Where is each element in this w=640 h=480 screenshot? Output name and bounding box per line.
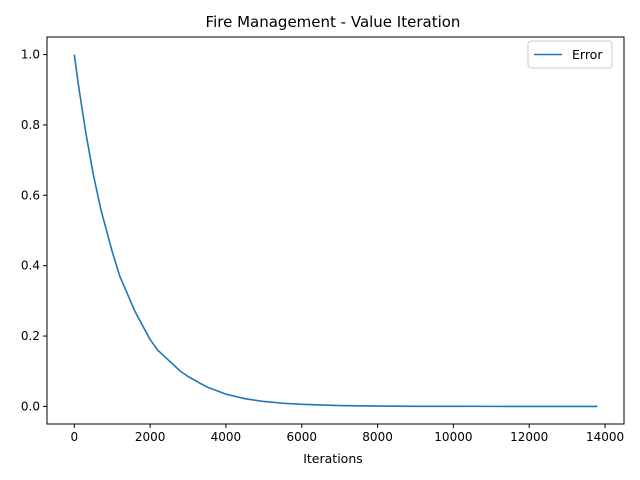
plot-area: 0 2000 4000 6000 8000 10000 12000 14000 0.0 0.2 0.… [21, 36, 625, 444]
y-tick-label: 0.4 [21, 259, 40, 273]
y-tick-label: 0.0 [21, 399, 40, 413]
x-axis-label: Iterations [303, 451, 363, 466]
x-tick-label: 10000 [434, 430, 472, 444]
x-tick-label: 6000 [286, 430, 317, 444]
y-tick-label: 1.0 [21, 48, 40, 62]
series-line-1 [73, 54, 598, 408]
x-tick-label: 12000 [510, 430, 548, 444]
x-tick-label: 4000 [211, 430, 242, 444]
y-tick-label: 0.8 [21, 118, 40, 132]
chart-title: Fire Management - Value Iteration [206, 13, 461, 31]
legend-box [527, 40, 613, 69]
y-tick-label: 0.2 [21, 329, 40, 343]
x-tick-label: 0 [70, 430, 78, 444]
x-tick-label: 14000 [586, 430, 624, 444]
x-tick-label: 2000 [135, 430, 166, 444]
y-tick-label: 0.6 [21, 188, 40, 202]
plot-frame [46, 36, 625, 425]
legend-label: Error [572, 47, 603, 62]
x-tick-label: 8000 [362, 430, 393, 444]
